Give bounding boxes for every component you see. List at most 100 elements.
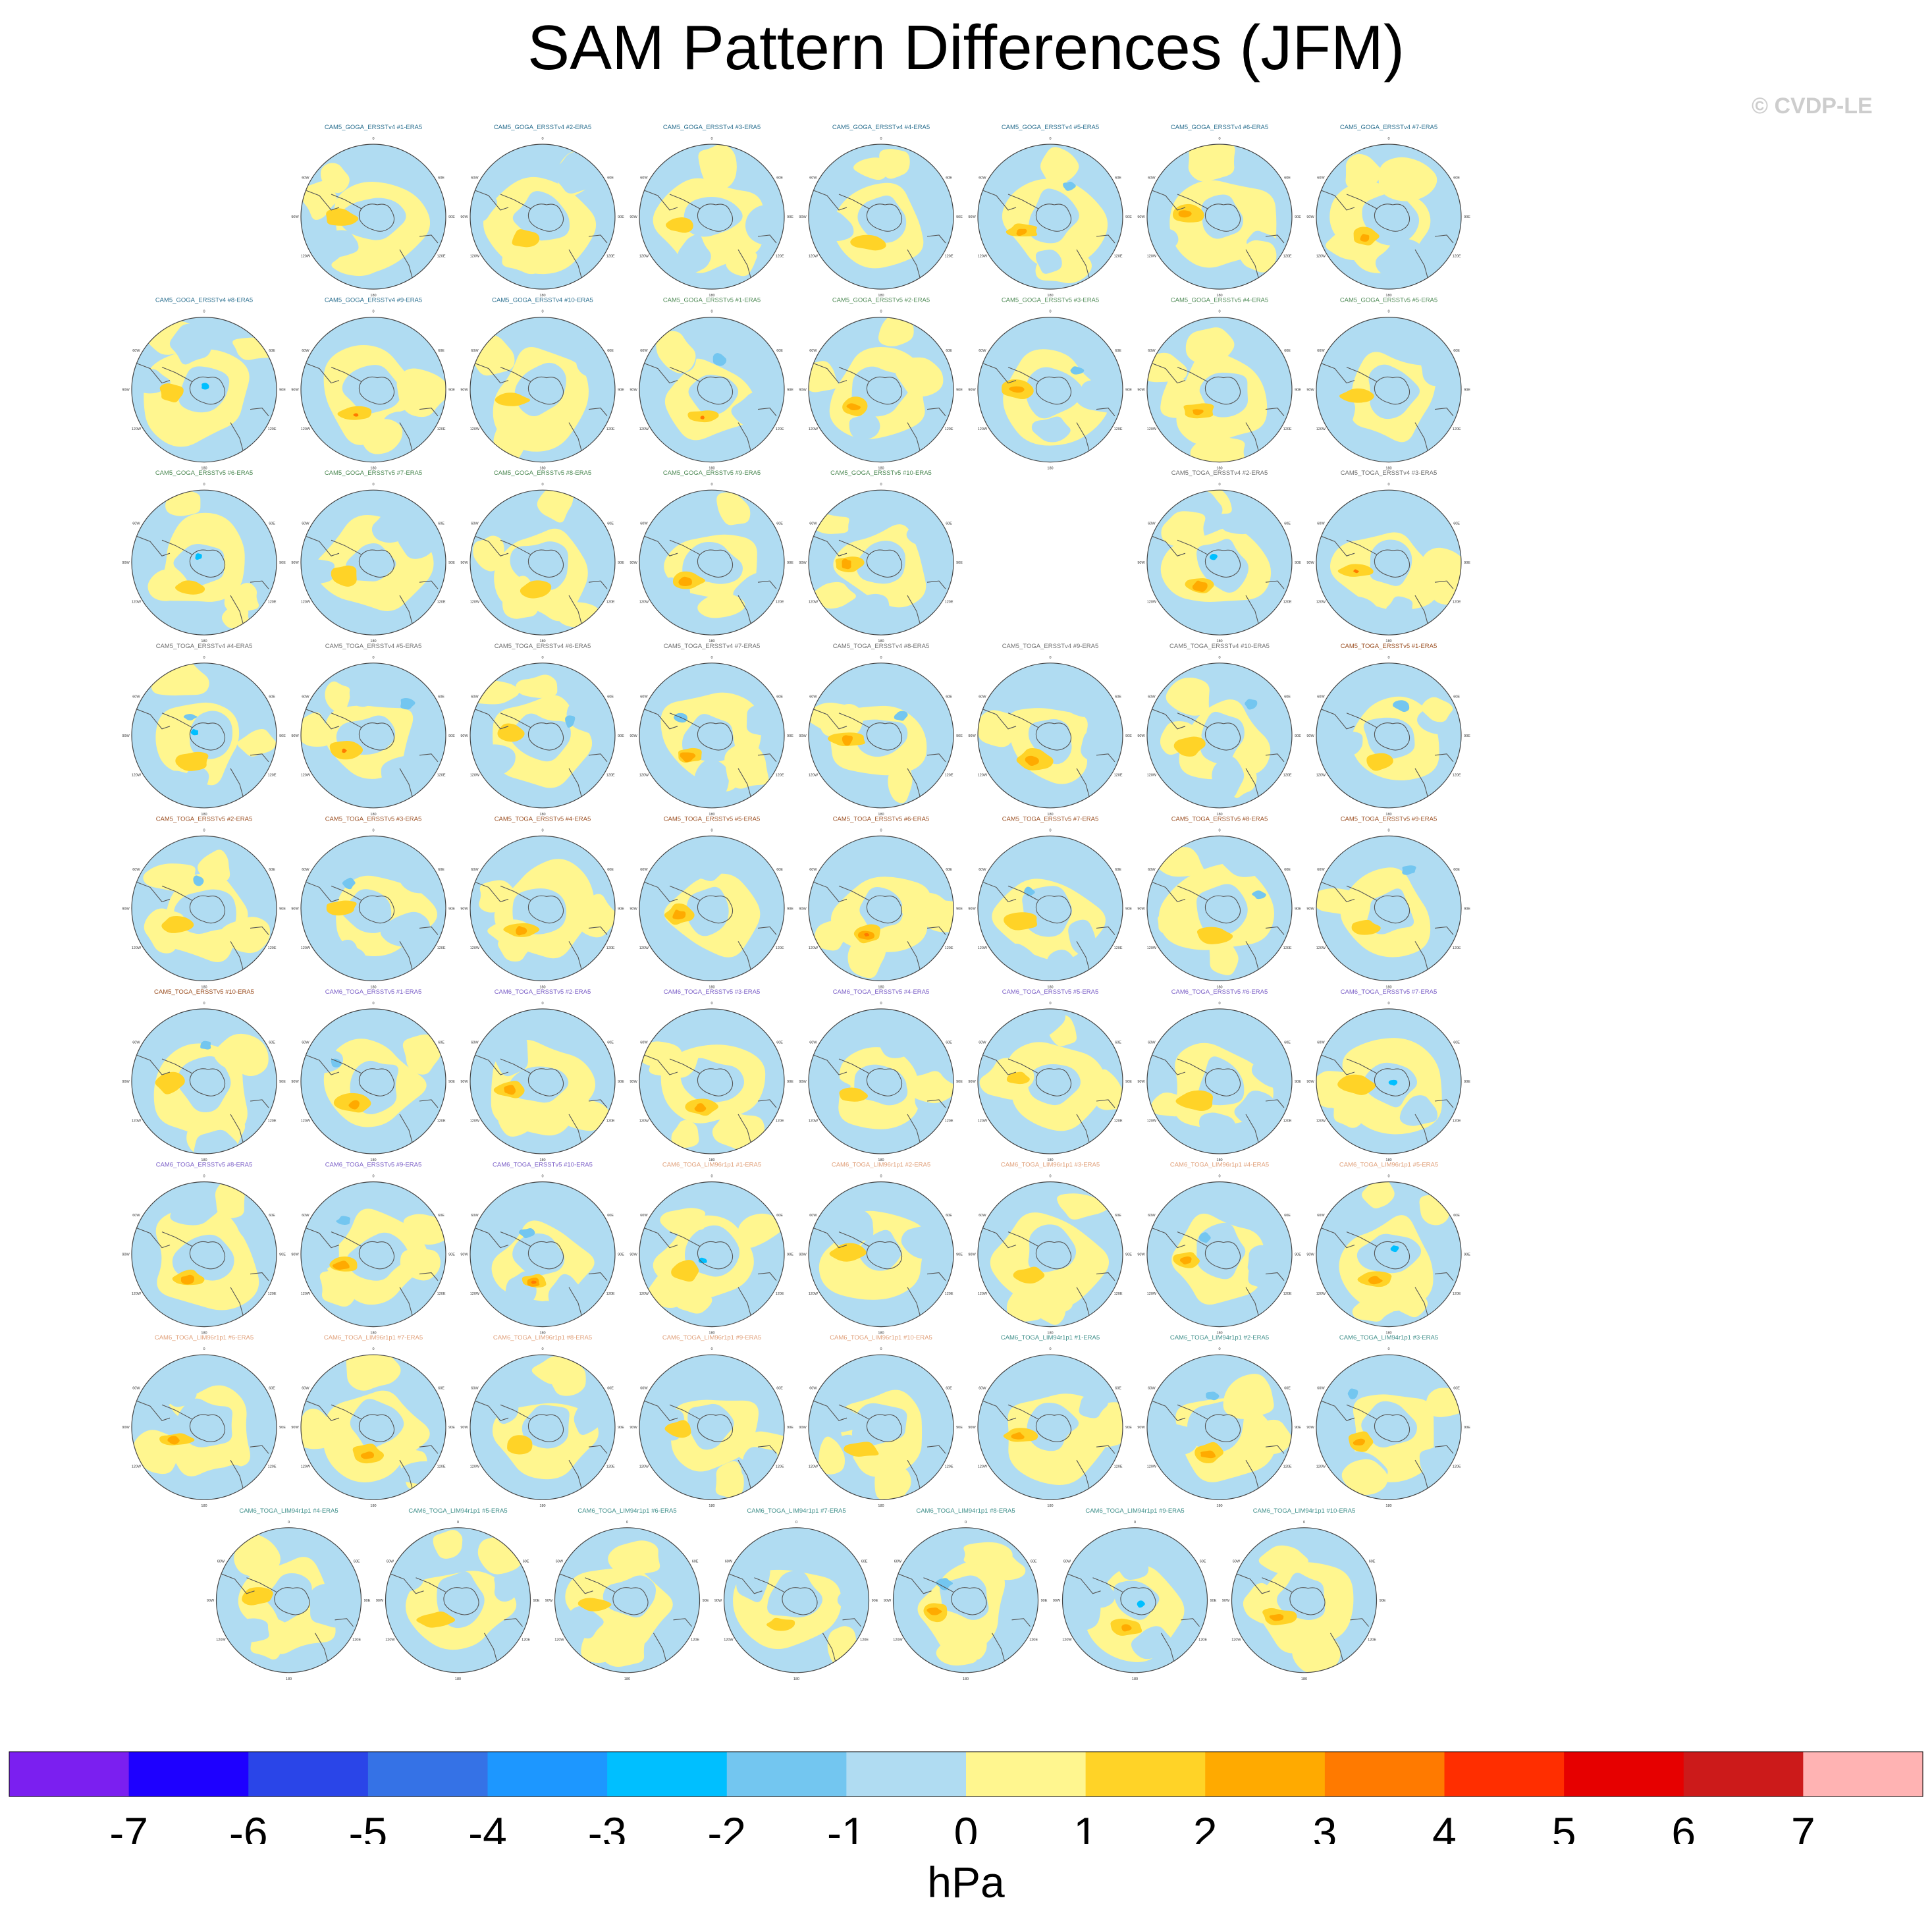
contour-region [320,163,350,193]
panel-title: CAM5_GOGA_ERSSTv5 #6-ERA5 [155,470,253,477]
map-tick-label: 90W [1137,389,1145,392]
panel-title: CAM5_TOGA_ERSSTv5 #3-ERA5 [325,815,422,823]
contour-region [738,1213,782,1248]
map-tick-label: 120W [470,427,480,431]
panel-title: CAM6_TOGA_LIM96r1p1 #2-ERA5 [832,1162,930,1169]
map-tick-label: 60W [471,1387,479,1391]
map-panel: CAM6_TOGA_LIM94r1p1 #4-ERA5 0 60E 90E 120E 18… [207,1507,371,1681]
map-tick-label: 180 [370,813,376,817]
map-tick-label: 60E [438,176,444,180]
coastline [1317,1226,1454,1325]
panel-title: CAM5_TOGA_ERSSTv5 #5-ERA5 [664,815,761,823]
map-tick-label: 120E [945,255,953,259]
map-tick-label: 180 [1216,813,1222,817]
map-tick-label: 90W [122,1253,130,1257]
contour-region [1166,677,1210,716]
map-tick-label: 0 [541,1002,543,1006]
coastline [302,1399,439,1498]
map-tick-label: 90W [291,561,299,565]
map-tick-label: 120W [809,255,818,259]
map-tick-label: 120E [1114,427,1123,431]
map-tick-label: 120E [352,1638,361,1642]
map-tick-label: 120E [1283,427,1292,431]
contour-region [1198,1232,1211,1243]
map-tick-label: 120E [1453,946,1461,950]
panel-title: CAM6_TOGA_ERSSTv5 #10-ERA5 [493,1162,593,1169]
map-tick-label: 120W [470,255,480,259]
contour-region [342,877,356,890]
coastline [979,1399,1115,1498]
map-tick-label: 180 [539,1332,545,1336]
contour-region [1393,700,1410,713]
contour-region [1333,1089,1364,1128]
contour-region [901,1226,936,1259]
map-tick-label: 60E [438,1214,444,1218]
map-tick-label: 120W [1147,427,1157,431]
map-tick-label: 60W [894,1559,902,1563]
map-boundary [131,316,277,463]
map-panel: CAM6_TOGA_LIM96r1p1 #1-ERA5 0 60E 90E 120E 18… [630,1162,793,1336]
map-tick-label: 120W [639,1465,649,1469]
contour-region [694,1103,707,1112]
map-tick-label: 120E [776,1465,784,1469]
map-tick-label: 120W [1316,1465,1326,1469]
map-tick-label: 180 [1216,985,1222,989]
map-tick-label: 0 [880,483,882,487]
contour-region [828,1206,874,1245]
map-tick-label: 120W [639,601,649,605]
contour-region [319,1268,356,1307]
map-boundary [215,1527,362,1673]
coastline [302,534,439,633]
panel-title: CAM6_TOGA_LIM94r1p1 #5-ERA5 [408,1507,507,1515]
contour-region [895,357,944,397]
coastline [979,188,1115,287]
map-boundary [639,1181,785,1328]
map-tick-label: 60E [269,522,275,526]
map-tick-label: 90W [968,734,976,738]
map-tick-label: 90W [1137,734,1145,738]
contour-region [173,544,225,587]
map-boundary [977,1181,1123,1328]
map-tick-label: 180 [878,639,884,643]
map-tick-label: 90E [1464,1253,1470,1257]
panel-title: CAM5_GOGA_ERSSTv4 #6-ERA5 [1171,124,1268,131]
map-tick-label: 90E [1464,734,1470,738]
map-tick-label: 60E [946,176,952,180]
map-tick-label: 90E [1464,215,1470,219]
map-tick-label: 120E [606,1465,615,1469]
map-tick-label: 60W [640,868,648,872]
contour-region [302,180,337,220]
map-tick-label: 90W [1306,1426,1314,1430]
contour-region [939,1575,989,1620]
map-tick-label: 90E [1125,1080,1132,1084]
panel-title: CAM6_TOGA_LIM96r1p1 #5-ERA5 [1339,1162,1438,1169]
map-tick-label: 180 [709,1332,714,1336]
map-tick-label: 90W [1137,215,1145,219]
contour-region [565,715,576,728]
map-tick-label: 90W [630,561,637,565]
contour-region [360,1451,375,1459]
coastline [132,880,269,979]
map-tick-label: 90W [630,389,637,392]
map-tick-label: 60W [217,1559,225,1563]
map-tick-label: 90E [279,561,286,565]
contour-region [1153,1422,1198,1458]
contour-region [1388,1079,1398,1086]
map-tick-label: 90E [956,907,963,911]
contour-region [935,1578,953,1590]
contour-region [671,1260,699,1282]
colorbar-tick-label: -2 [707,1808,746,1844]
contour-region [666,217,693,233]
map-tick-label: 90W [630,1080,637,1084]
map-tick-label: 0 [1049,1175,1051,1179]
contour-region [724,743,769,789]
colorbar-segment [726,1752,847,1797]
map-panel: CAM5_GOGA_ERSSTv4 #9-ERA5 0 60E 90E 120E 180 1… [291,297,455,471]
map-tick-label: 60W [979,349,986,353]
map-tick-label: 0 [203,1002,205,1006]
map-tick-label: 90E [1125,734,1132,738]
contour-region [346,1355,401,1391]
map-tick-label: 120W [978,1465,988,1469]
contour-region [163,770,197,796]
map-tick-label: 0 [203,1175,205,1179]
